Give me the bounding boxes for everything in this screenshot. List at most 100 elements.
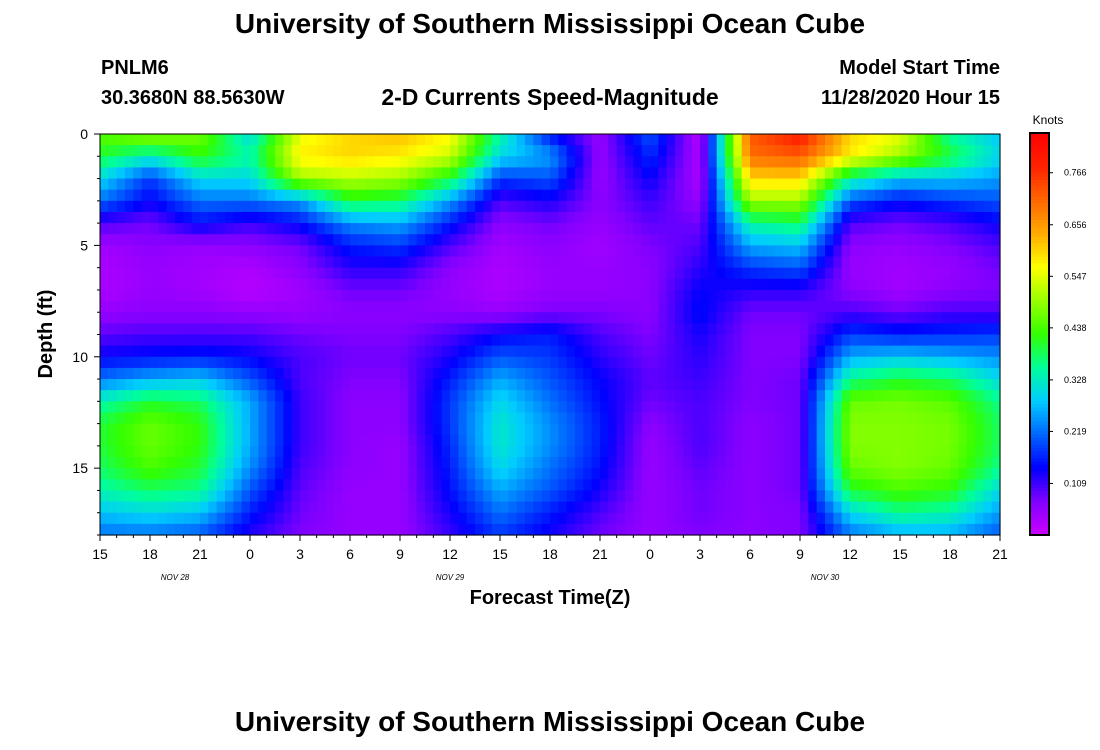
heatmap-cell [958, 512, 968, 525]
heatmap-cell [850, 445, 859, 458]
heatmap-cell [325, 479, 334, 492]
heatmap-cell [908, 156, 918, 169]
heatmap-cell [200, 434, 209, 447]
heatmap-cell [891, 145, 901, 157]
colorbar-segment [1030, 501, 1049, 506]
heatmap-cell [241, 234, 251, 246]
heatmap-cell [666, 145, 676, 157]
heatmap-cell [966, 223, 976, 235]
heatmap-cell [633, 156, 643, 169]
heatmap-cell [683, 156, 693, 169]
heatmap-cell [200, 134, 209, 146]
heatmap-cell [933, 289, 943, 302]
heatmap-cell [400, 334, 409, 347]
heatmap-cell [525, 345, 534, 358]
heatmap-cell [666, 234, 676, 246]
heatmap-cell [391, 490, 401, 503]
heatmap-cell [983, 379, 993, 391]
heatmap-cell [100, 501, 109, 514]
heatmap-cell [325, 178, 334, 191]
heatmap-cell [241, 479, 251, 492]
heatmap-cell [700, 156, 709, 169]
heatmap-cell [366, 501, 376, 514]
heatmap-cell [833, 501, 843, 514]
heatmap-cell [575, 334, 584, 347]
heatmap-cell [925, 479, 934, 492]
heatmap-cell [175, 278, 184, 291]
heatmap-cell [416, 457, 426, 469]
heatmap-cell [283, 234, 293, 246]
heatmap-cell [300, 512, 309, 525]
heatmap-cell [116, 189, 126, 202]
heatmap-cell [233, 234, 243, 246]
heatmap-cell [675, 289, 684, 302]
heatmap-cell [616, 323, 626, 336]
heatmap-cell [633, 345, 643, 358]
heatmap-cell [875, 167, 884, 180]
heatmap-cell [466, 367, 476, 380]
heatmap-cell [325, 189, 334, 202]
heatmap-cell [808, 245, 818, 258]
heatmap-cell [908, 523, 918, 536]
heatmap-cell [908, 379, 918, 391]
heatmap-cell [841, 234, 851, 246]
heatmap-cell [483, 457, 493, 469]
heatmap-cell [391, 479, 401, 492]
heatmap-cell [375, 367, 384, 380]
heatmap-cell [683, 234, 693, 246]
heatmap-cell [558, 223, 568, 235]
heatmap-cell [900, 134, 909, 146]
heatmap-cell [358, 189, 368, 202]
heatmap-cell [391, 289, 401, 302]
colorbar-segment [1030, 273, 1049, 278]
colorbar-segment [1030, 494, 1049, 499]
heatmap-cell [433, 289, 443, 302]
heatmap-cell [808, 256, 818, 269]
heatmap-cell [550, 423, 559, 436]
heatmap-cell [541, 223, 551, 235]
heatmap-cell [716, 189, 726, 202]
heatmap-cell [550, 178, 559, 191]
colorbar-segment [1030, 511, 1049, 516]
heatmap-cell [208, 523, 218, 536]
heatmap-cell [383, 189, 393, 202]
heatmap-cell [891, 468, 901, 480]
heatmap-cell [175, 289, 184, 302]
heatmap-cell [275, 501, 284, 514]
heatmap-cell [583, 245, 593, 258]
heatmap-cell [666, 367, 676, 380]
heatmap-cell [825, 445, 834, 458]
heatmap-cell [875, 289, 884, 302]
heatmap-cell [441, 289, 451, 302]
heatmap-cell [891, 501, 901, 514]
heatmap-cell [858, 256, 868, 269]
heatmap-cell [175, 468, 184, 480]
heatmap-cell [383, 234, 393, 246]
heatmap-cell [133, 390, 143, 402]
heatmap-cell [750, 345, 759, 358]
heatmap-cell [775, 267, 784, 280]
colorbar-segment [1030, 293, 1049, 298]
heatmap-cell [325, 234, 334, 246]
heatmap-cell [600, 245, 609, 258]
heatmap-cell [208, 490, 218, 503]
heatmap-cell [908, 312, 918, 324]
heatmap-cell [408, 512, 418, 525]
heatmap-cell [791, 490, 801, 503]
heatmap-cell [241, 523, 251, 536]
heatmap-cell [866, 301, 876, 313]
heatmap-cell [166, 200, 176, 213]
heatmap-cell [441, 501, 451, 514]
heatmap-cell [358, 523, 368, 536]
heatmap-cell [650, 234, 659, 246]
heatmap-cell [883, 356, 893, 369]
heatmap-cell [316, 501, 326, 514]
heatmap-cell [958, 479, 968, 492]
heatmap-cell [550, 211, 559, 224]
heatmap-cell [750, 367, 759, 380]
heatmap-cell [841, 412, 851, 425]
heatmap-cell [133, 468, 143, 480]
heatmap-cell [808, 134, 818, 146]
heatmap-cell [416, 434, 426, 447]
heatmap-cell [133, 401, 143, 414]
